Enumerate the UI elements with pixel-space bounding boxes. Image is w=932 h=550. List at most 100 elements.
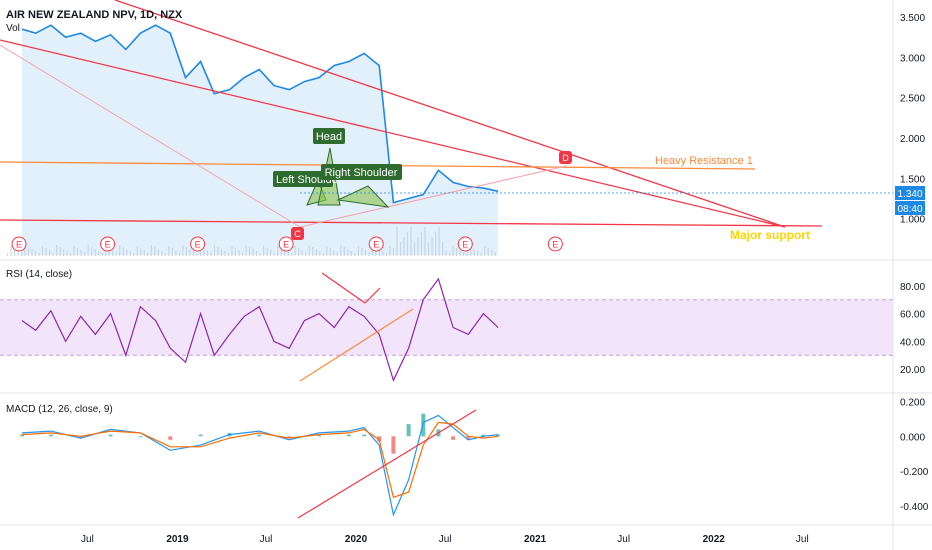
volume-bar — [263, 246, 265, 256]
volume-bar — [319, 251, 321, 256]
earnings-marker-label: E — [195, 240, 201, 250]
volume-bar — [392, 248, 395, 256]
macd-histogram-bar — [20, 434, 24, 437]
earnings-marker — [457, 236, 473, 252]
volume-bar — [329, 248, 331, 256]
volume-bar — [45, 248, 47, 256]
macd-trendline — [297, 409, 477, 519]
volume-bar — [463, 252, 465, 256]
heavy-resistance-label: Heavy Resistance 1 — [655, 155, 753, 167]
volume-bar — [333, 250, 335, 256]
volume-bar — [182, 245, 184, 256]
volume-bar — [38, 253, 40, 256]
volume-bar — [270, 250, 272, 256]
time-tick-label: 2020 — [345, 534, 368, 545]
volume-bar — [424, 227, 426, 256]
price-axis: 3.500 3.000 2.500 2.000 1.500 1.000 — [900, 13, 925, 226]
symbol-title: AIR NEW ZEALAND NPV, 1D, NZX — [6, 9, 183, 21]
rsi-tick-label: 60.00 — [900, 310, 925, 321]
price-tick-label: 1.000 — [900, 215, 925, 226]
earnings-marker-label: E — [552, 240, 558, 250]
volume-bar — [410, 227, 412, 256]
time-axis: Jul 2019 Jul 2020 Jul 2021 Jul 2022 Jul — [81, 534, 809, 545]
volume-bar — [91, 247, 93, 256]
svg-text:Head: Head — [316, 131, 342, 143]
earnings-marker-label: E — [462, 240, 468, 250]
marker-c[interactable]: C — [291, 227, 304, 240]
volume-bar — [336, 252, 338, 256]
volume-bar — [77, 248, 79, 256]
volume-bar — [347, 249, 349, 256]
macd-histogram-bar — [451, 436, 456, 440]
volume-bar — [112, 250, 114, 256]
volume-bar — [382, 251, 384, 256]
earnings-marker — [368, 236, 384, 252]
volume-bar — [150, 245, 152, 256]
volume-bar — [213, 245, 216, 256]
time-tick-label: Jul — [617, 534, 630, 545]
time-tick-label: Jul — [796, 534, 809, 545]
macd-axis: 0.200 0.000 -0.200 -0.400 — [900, 397, 929, 513]
volume-bar — [80, 250, 82, 256]
volume-bar — [287, 251, 289, 256]
volume-bar — [378, 249, 380, 256]
volume-bar — [361, 248, 363, 256]
volume-bar — [17, 250, 19, 256]
svg-text:C: C — [294, 229, 301, 239]
right-shoulder-label: Right Shoulder — [321, 164, 402, 180]
volume-bar — [375, 247, 377, 256]
signal-line — [21, 421, 499, 499]
volume-bar — [161, 251, 163, 256]
earnings-marker — [547, 236, 563, 252]
trendline-upper — [0, 39, 786, 228]
price-tick-label: 2.500 — [900, 94, 925, 105]
rsi-tick-label: 80.00 — [900, 282, 925, 293]
volume-bar — [227, 253, 230, 256]
volume-bar — [108, 248, 110, 256]
volume-bar — [196, 253, 198, 256]
rsi-tick-label: 20.00 — [900, 365, 925, 376]
volume-bar — [487, 248, 489, 256]
volume-bar — [406, 232, 409, 256]
time-tick-label: 2021 — [524, 534, 547, 545]
rsi-tick-label: 40.00 — [900, 337, 925, 348]
volume-bar — [231, 246, 233, 256]
volume-bar — [199, 246, 202, 256]
macd-histogram-bar — [362, 434, 367, 437]
trendline-faint-left — [0, 44, 301, 228]
volume-bar — [154, 247, 156, 256]
rsi-band — [0, 299, 893, 356]
earnings-marker — [190, 236, 206, 252]
earnings-marker-label: E — [105, 240, 111, 250]
volume-bar — [87, 245, 89, 256]
volume-bar — [308, 245, 310, 256]
volume-bar — [122, 247, 124, 256]
macd-tick-label: 0.000 — [900, 432, 925, 443]
volume-bar — [101, 253, 103, 256]
volume-bar — [403, 237, 405, 256]
volume-bar — [70, 253, 72, 256]
volume-bar — [417, 237, 419, 256]
volume-bar — [164, 253, 166, 256]
marker-d[interactable]: D — [559, 151, 572, 164]
volume-bar — [171, 248, 173, 256]
volume-label: Vol — [6, 23, 20, 34]
volume-bar — [136, 246, 138, 256]
volume-bar — [452, 246, 454, 256]
volume-bar — [185, 247, 187, 256]
earnings-marker-label: E — [16, 240, 22, 250]
volume-bar — [357, 246, 359, 256]
macd-histogram-bar — [496, 434, 501, 437]
volume-bar — [259, 253, 261, 256]
volume-bar — [371, 245, 373, 256]
volume-bar — [322, 253, 324, 256]
earnings-marker-label: E — [283, 240, 289, 250]
time-tick-label: Jul — [260, 534, 273, 545]
volume-bar — [280, 247, 282, 256]
volume-bar — [13, 248, 16, 256]
volume-bar — [480, 253, 482, 256]
volume-bar — [399, 242, 402, 256]
volume-bar — [98, 251, 100, 256]
volume-bar — [294, 246, 296, 256]
price-line — [21, 24, 499, 204]
